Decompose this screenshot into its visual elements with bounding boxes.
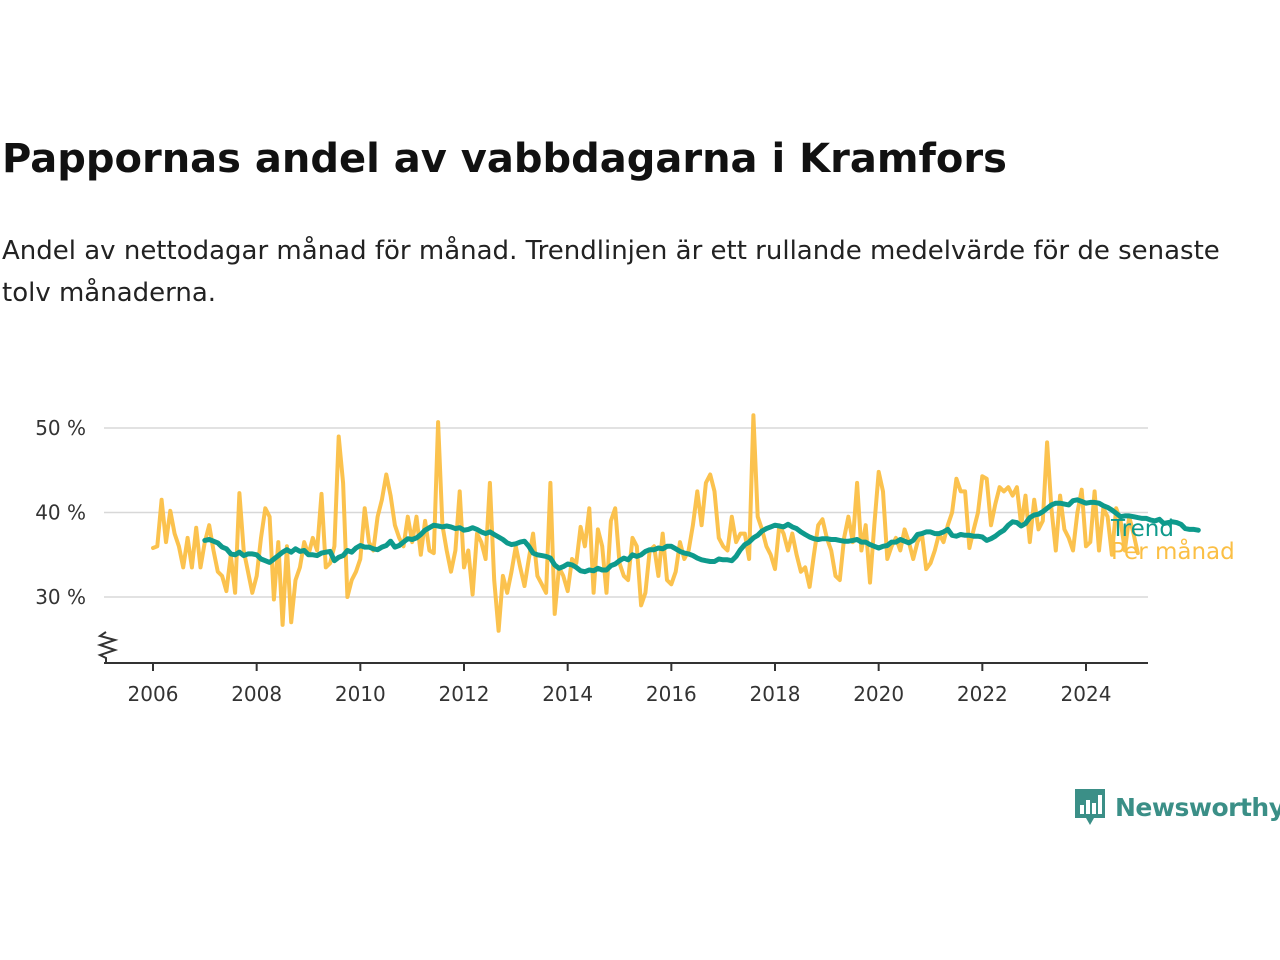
x-tick-label-2014: 2014 xyxy=(542,682,593,706)
chart-subtitle: Andel av nettodagar månad för månad. Tre… xyxy=(2,236,1220,308)
brand-name: Newsworthy xyxy=(1115,792,1280,822)
series-line-trend xyxy=(202,497,1201,575)
x-tick-label-2020: 2020 xyxy=(853,682,904,706)
x-tick-label-2024: 2024 xyxy=(1061,682,1112,706)
newsworthy-logo: Newsworthy xyxy=(1073,785,1280,829)
line-chart: 30 % 40 % 50 % 2006 2008 2010 2012 2014 2016 201… xyxy=(35,413,1235,706)
x-axis xyxy=(96,631,1148,664)
x-tick-label-2010: 2010 xyxy=(335,682,386,706)
series-line-per-manad xyxy=(151,413,1140,633)
y-axis-ticks: 30 % 40 % 50 % xyxy=(35,416,86,609)
newsworthy-bar-chart-icon xyxy=(1075,789,1105,825)
y-tick-label-40: 40 % xyxy=(35,501,86,525)
series-label-trend: Trend xyxy=(1110,516,1174,542)
axis-break-mark xyxy=(96,631,119,663)
y-tick-label-30: 30 % xyxy=(35,585,86,609)
x-tick-label-2018: 2018 xyxy=(750,682,801,706)
x-tick-label-2012: 2012 xyxy=(439,682,490,706)
x-tick-label-2008: 2008 xyxy=(231,682,282,706)
x-tick-label-2016: 2016 xyxy=(646,682,697,706)
series-label-per-manad: Per månad xyxy=(1111,537,1235,565)
x-tick-label-2022: 2022 xyxy=(957,682,1008,706)
x-axis-ticks: 2006 2008 2010 2012 2014 2016 2018 2020 2022 2024 xyxy=(128,663,1112,706)
x-tick-label-2006: 2006 xyxy=(128,682,179,706)
gridlines xyxy=(104,427,1148,598)
y-tick-label-50: 50 % xyxy=(35,416,86,440)
chart-lines xyxy=(151,413,1201,633)
chart-title: Pappornas andel av vabbdagarna i Kramfor… xyxy=(2,136,1007,182)
